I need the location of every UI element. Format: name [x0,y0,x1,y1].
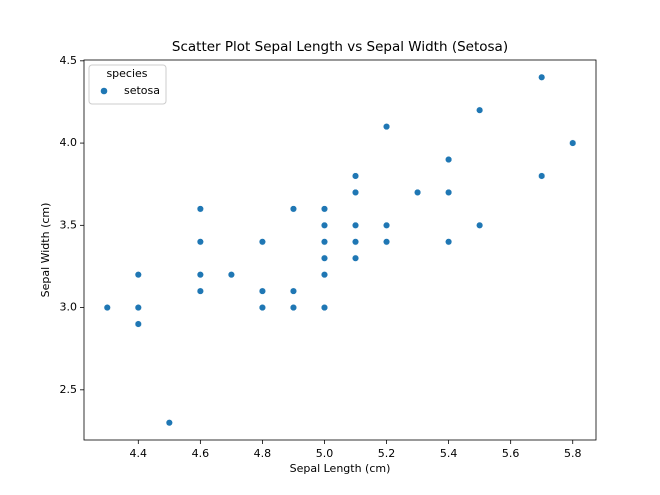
point [476,106,484,114]
point [196,287,204,295]
point [414,188,422,196]
point [445,238,453,246]
legend-box [88,64,167,105]
point [258,287,266,295]
plot-frame [83,59,597,441]
point [196,238,204,246]
point [320,238,329,246]
legend-marker [100,87,108,95]
y-tick-label: 3.5 [60,218,78,231]
x-tick-label: 5.0 [316,447,334,460]
point [196,205,204,213]
legend-label: setosa [124,84,160,97]
x-axis-label: Sepal Length (cm) [290,462,391,475]
point [134,304,142,312]
point [476,221,484,229]
y-axis-label: Sepal Width (cm) [39,203,52,298]
point [134,271,142,279]
point [196,271,204,279]
y-tick-label: 3.0 [60,301,78,314]
point [289,304,298,312]
point [569,139,577,147]
x-tick-label: 5.2 [378,447,396,460]
point [320,254,329,262]
chart-title: Scatter Plot Sepal Length vs Sepal Width… [172,39,508,55]
point [227,271,235,279]
point [445,155,453,164]
point [258,238,266,246]
y-tick-label: 2.5 [60,383,78,396]
point [351,221,360,229]
point [538,172,546,180]
point [320,271,329,279]
point [258,304,266,312]
y-tick-label: 4.0 [60,136,78,149]
point [445,188,453,196]
point [289,205,298,213]
point [351,188,360,196]
point [351,254,360,262]
x-tick-label: 4.8 [254,447,272,460]
point [538,73,546,81]
point [382,238,391,246]
point [351,172,360,180]
x-tick-label: 5.6 [502,447,520,460]
point [382,123,391,131]
y-tick-label: 4.5 [60,54,78,67]
point [165,419,173,427]
point [134,320,142,328]
point [320,304,329,312]
point [289,287,298,295]
x-tick-label: 5.8 [564,447,582,460]
point [320,221,329,229]
point [351,238,360,246]
point [320,205,329,213]
point [382,221,391,229]
point [103,304,111,312]
x-tick-label: 4.6 [192,447,210,460]
x-tick-label: 5.4 [440,447,458,460]
x-tick-label: 4.4 [130,447,148,460]
legend-title: species [106,67,147,80]
